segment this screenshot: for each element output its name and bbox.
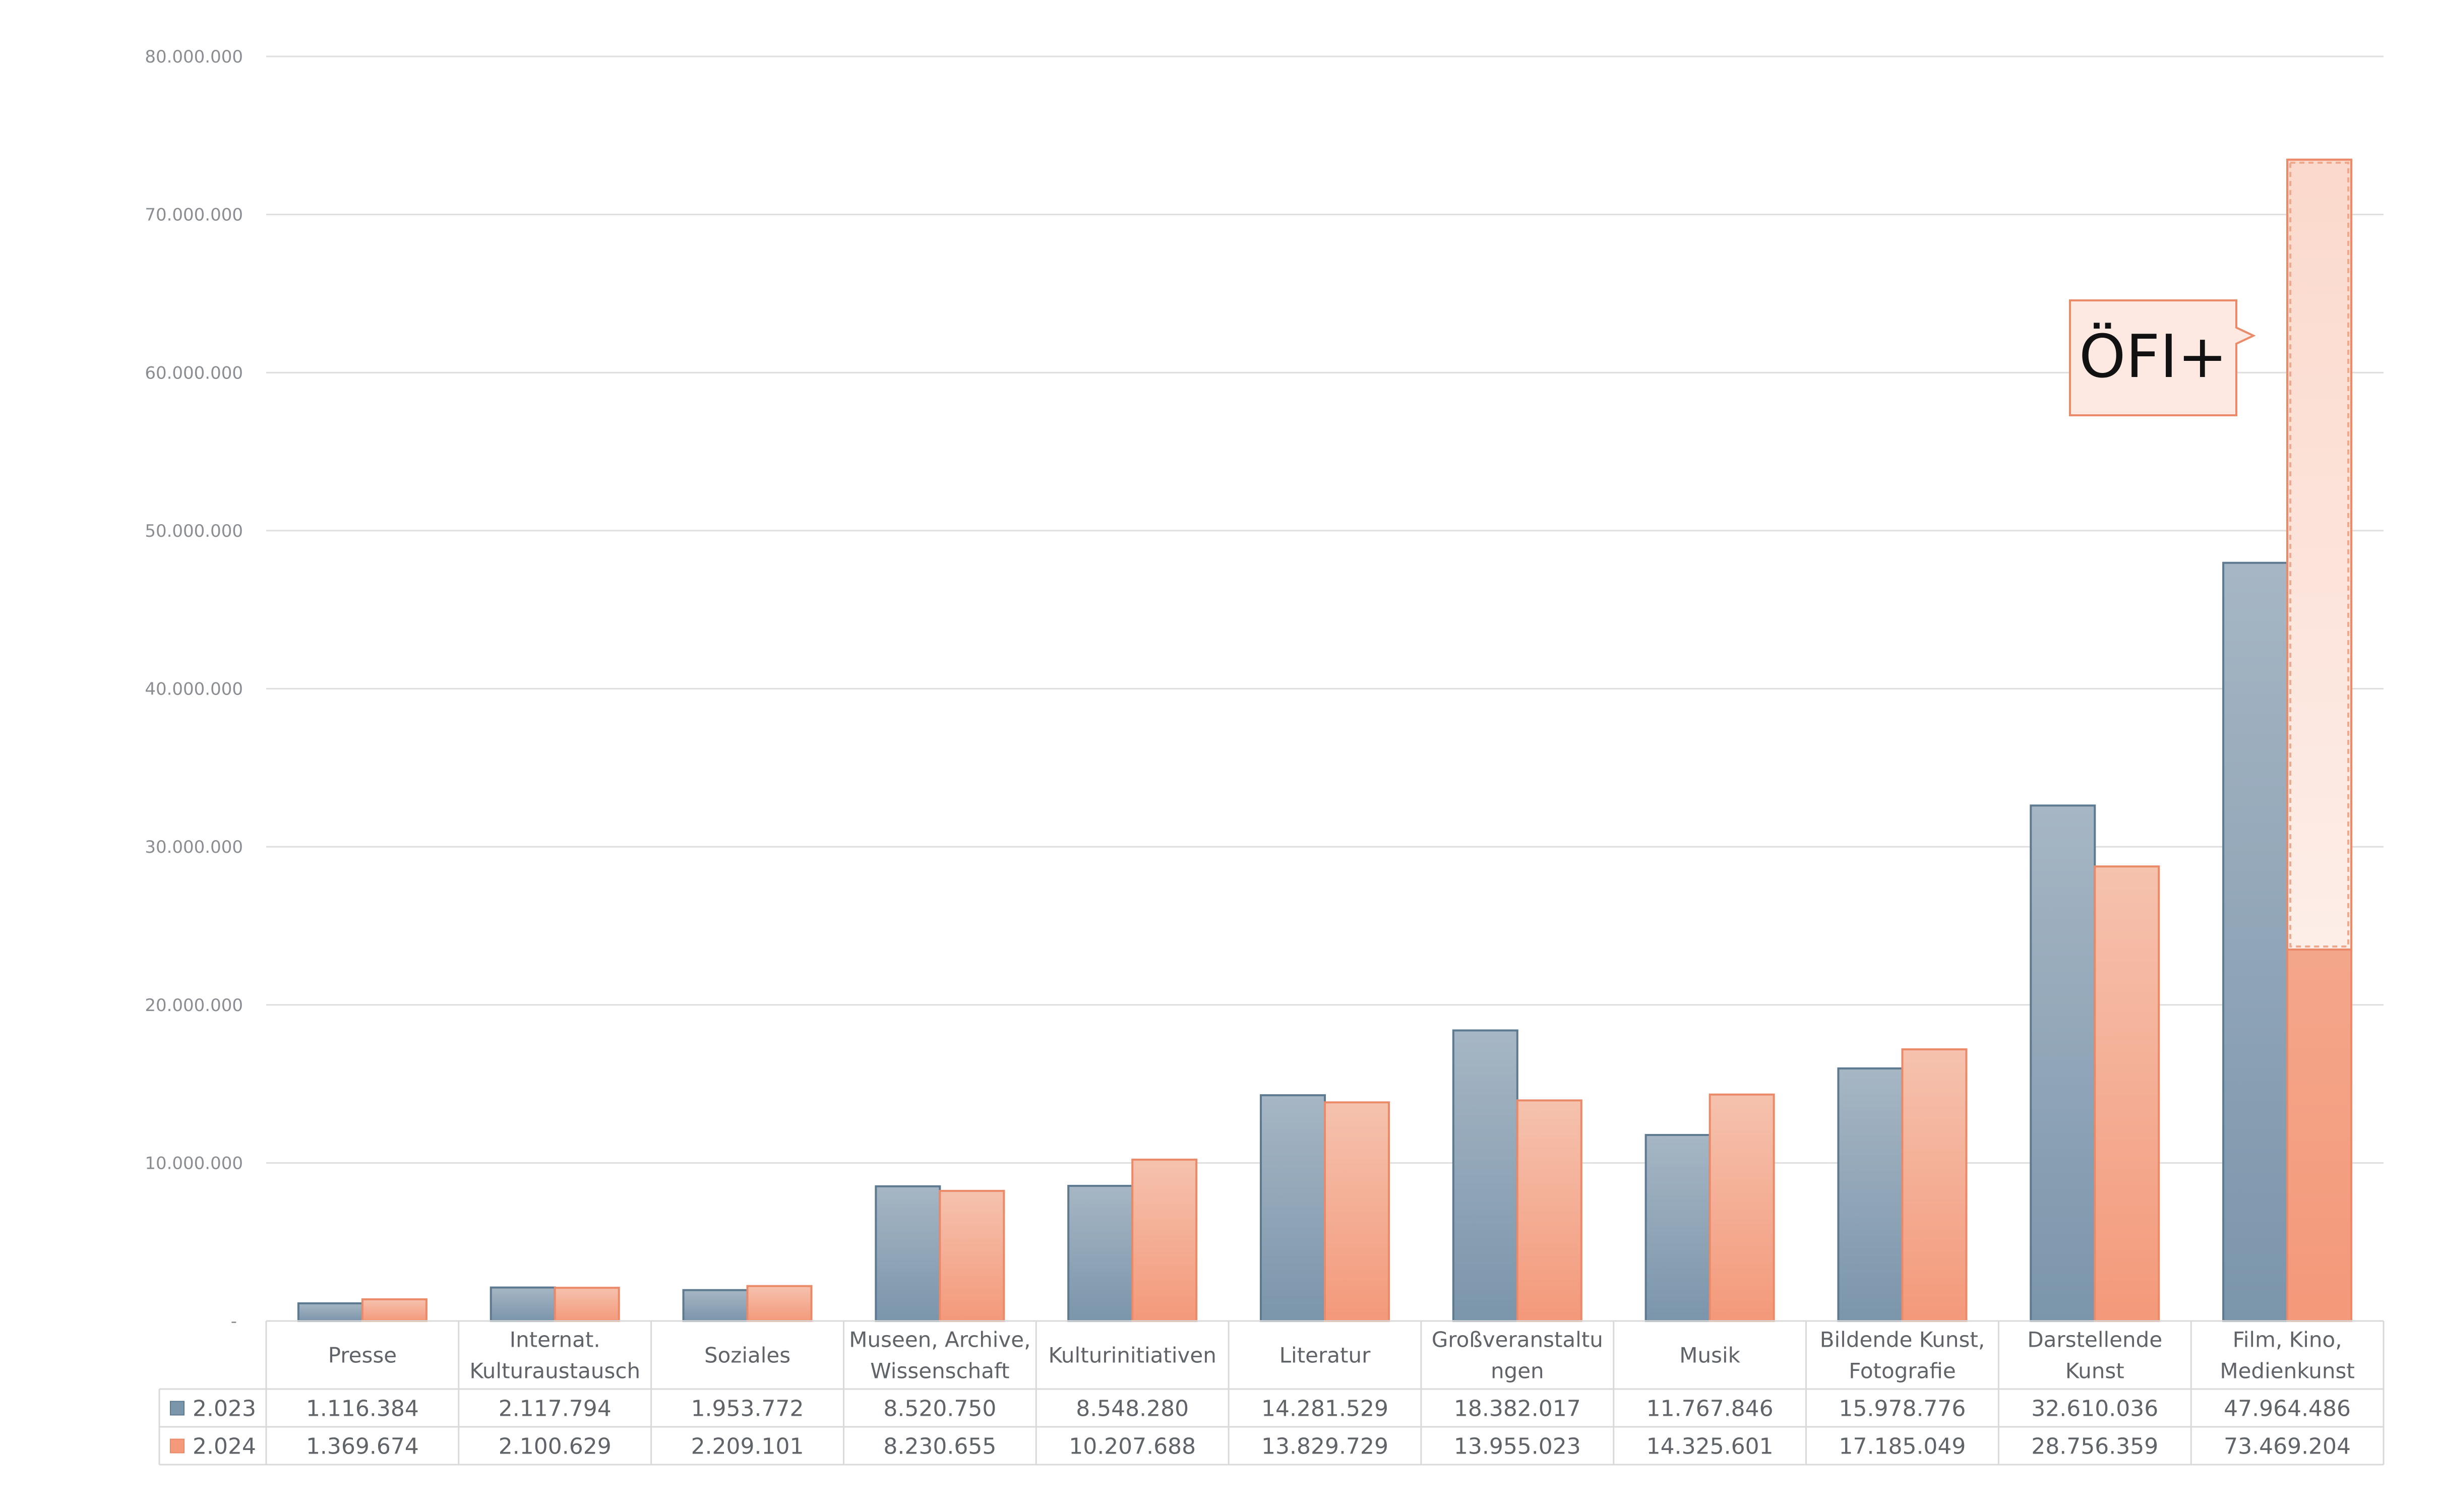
category-label: Wissenschaft	[870, 1359, 1009, 1383]
y-tick-label: 30.000.000	[145, 837, 243, 857]
bar-series1	[1644, 1133, 1711, 1322]
y-axis: - 10.000.000 20.000.000 30.000.000 40.000.00…	[145, 47, 243, 1332]
bar-series1	[682, 1289, 749, 1322]
data-value-label: 14.281.529	[1261, 1396, 1388, 1422]
bar-series2	[1324, 1101, 1390, 1322]
data-value-label: 8.548.280	[1076, 1396, 1189, 1422]
category-label: Soziales	[704, 1343, 790, 1368]
bar-series2	[1901, 1048, 1968, 1322]
bar-series1	[2222, 561, 2289, 1322]
category-label: Internat.	[510, 1328, 600, 1352]
data-table: Presse Internat. Kulturaustausch Soziales Mu…	[158, 1320, 2385, 1466]
y-tick-label: 70.000.000	[145, 205, 243, 225]
legend-label: 2.024	[193, 1434, 256, 1460]
data-value-label: 32.610.036	[2031, 1396, 2158, 1422]
bar-series2	[746, 1285, 813, 1322]
category-label: Musik	[1679, 1343, 1740, 1368]
bar-series2	[939, 1189, 1005, 1322]
data-value-label: 1.116.384	[306, 1396, 419, 1422]
y-tick-label: 10.000.000	[145, 1153, 243, 1173]
data-value-label: 8.230.655	[883, 1434, 996, 1460]
callout-label: ÖFI+	[2079, 322, 2227, 391]
y-tick-label: 20.000.000	[145, 995, 243, 1016]
category-label: Literatur	[1279, 1343, 1371, 1368]
category-label: Bildende Kunst,	[1820, 1328, 1985, 1352]
bar-series1	[875, 1185, 941, 1322]
gridlines	[266, 55, 2384, 1164]
bar-series1	[490, 1286, 556, 1322]
data-value-label: 18.382.017	[1454, 1396, 1581, 1422]
category-label: Presse	[328, 1343, 397, 1368]
category-label: Medienkunst	[2220, 1359, 2354, 1383]
category-label: Kulturinitiativen	[1048, 1343, 1216, 1368]
category-label: Großveranstaltu	[1432, 1328, 1603, 1352]
bar-series1	[1837, 1067, 1904, 1322]
data-value-label: 73.469.204	[2224, 1434, 2351, 1460]
callout-box	[2069, 299, 2256, 416]
y-tick-label: 50.000.000	[145, 521, 243, 541]
data-value-label: 8.520.750	[883, 1396, 996, 1422]
bar-series2	[361, 1298, 428, 1322]
bar-series2	[2094, 865, 2160, 1322]
highlight-overlay: ÖFI+	[2069, 158, 2353, 951]
bar-series1	[1452, 1029, 1518, 1322]
data-value-label: 47.964.486	[2224, 1396, 2351, 1422]
y-tick-label: 40.000.000	[145, 679, 243, 700]
data-value-label: 2.100.629	[499, 1434, 612, 1460]
legend-label: 2.023	[193, 1396, 256, 1422]
category-label: ngen	[1491, 1359, 1544, 1383]
data-value-label: 17.185.049	[1839, 1434, 1966, 1460]
data-value-label: 15.978.776	[1839, 1396, 1966, 1422]
data-value-label: 14.325.601	[1646, 1434, 1774, 1460]
category-label: Kulturaustausch	[469, 1359, 640, 1383]
category-label: Museen, Archive,	[849, 1328, 1030, 1352]
data-value-label: 2.209.101	[691, 1434, 804, 1460]
data-value-label: 13.955.023	[1454, 1434, 1581, 1460]
data-value-label: 10.207.688	[1069, 1434, 1196, 1460]
bar-series2	[1131, 1158, 1198, 1322]
category-label: Kunst	[2065, 1359, 2124, 1383]
highlight-dashed-border	[2289, 161, 2350, 948]
bar-series1	[2030, 804, 2096, 1322]
bar-series2	[554, 1287, 620, 1322]
category-label: Darstellende	[2027, 1328, 2162, 1352]
bar-series1	[1260, 1094, 1326, 1322]
bars	[297, 158, 2353, 1322]
bar-series2	[1516, 1099, 1582, 1322]
bar-series1	[1067, 1184, 1134, 1322]
bar-series2	[1709, 1093, 1775, 1322]
legend-swatch	[170, 1438, 185, 1454]
highlight-segment	[2287, 159, 2352, 950]
y-tick-label: -	[231, 1311, 237, 1332]
data-value-label: 13.829.729	[1261, 1434, 1388, 1460]
highlight-outline	[2286, 158, 2353, 951]
y-tick-label: 60.000.000	[145, 363, 243, 383]
data-value-label: 1.953.772	[691, 1396, 804, 1422]
y-tick-label: 80.000.000	[145, 47, 243, 67]
data-value-label: 1.369.674	[306, 1434, 419, 1460]
legend-swatch	[170, 1401, 185, 1416]
category-label: Film, Kino,	[2233, 1328, 2342, 1352]
data-value-label: 2.117.794	[499, 1396, 612, 1422]
data-value-label: 11.767.846	[1646, 1396, 1774, 1422]
bar-series1	[297, 1302, 363, 1322]
data-value-label: 28.756.359	[2031, 1434, 2158, 1460]
category-label: Fotografie	[1849, 1359, 1956, 1383]
